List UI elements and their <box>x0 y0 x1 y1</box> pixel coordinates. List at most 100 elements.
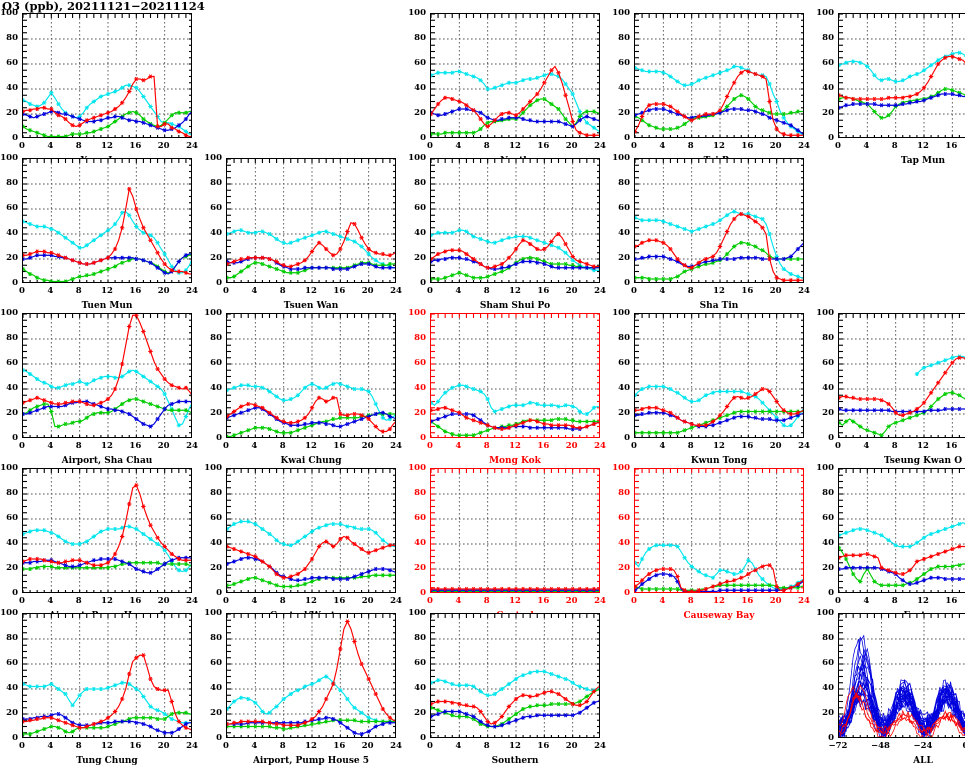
x-tick-label: 0 <box>631 286 637 296</box>
series-cyan <box>635 384 803 428</box>
x-tick-label: 16 <box>537 141 550 151</box>
y-tick-label: 60 <box>414 513 426 523</box>
series-cyan <box>227 519 395 548</box>
x-tick-label: 8 <box>687 441 694 451</box>
x-tick-label: 16 <box>537 286 550 296</box>
y-tick-label: 40 <box>618 538 630 548</box>
y-tick-label: 20 <box>6 708 18 718</box>
series-blue <box>839 565 965 587</box>
x-tick-label: 8 <box>279 596 286 606</box>
y-tick-label: 100 <box>0 608 18 618</box>
series-green <box>839 545 965 588</box>
series-cyan <box>23 83 191 136</box>
series-cyan <box>635 64 803 136</box>
y-tick-label: 0 <box>420 433 426 443</box>
y-tick-label: 60 <box>210 358 222 368</box>
y-tick-label: 80 <box>6 178 18 188</box>
y-tick-label: 80 <box>414 333 426 343</box>
x-tick-label: 24 <box>390 741 402 751</box>
x-tick-label: 24 <box>186 141 198 151</box>
x-tick-label: 8 <box>75 286 82 296</box>
x-tick-label: 8 <box>279 741 286 751</box>
x-tick-label: 16 <box>741 286 754 296</box>
y-tick-label: 40 <box>210 383 222 393</box>
y-tick-label: 60 <box>822 658 834 668</box>
y-tick-label: 60 <box>414 658 426 668</box>
x-tick-label: 12 <box>101 441 113 451</box>
x-tick-label: 20 <box>565 741 578 751</box>
plot-svg <box>23 14 191 137</box>
x-tick-label: 4 <box>47 286 54 296</box>
x-tick-label: 16 <box>129 441 142 451</box>
y-tick-label: 80 <box>210 488 222 498</box>
y-tick-label: 20 <box>210 408 222 418</box>
plot-panel-central-western: 02040608010004812162024Central/Western <box>204 463 402 627</box>
x-tick-label: 4 <box>455 741 462 751</box>
x-tick-label: 12 <box>713 286 725 296</box>
x-tick-label: 4 <box>659 141 666 151</box>
y-tick-label: 40 <box>6 538 18 548</box>
y-tick-label: 0 <box>420 278 426 288</box>
x-tick-label: 12 <box>509 141 521 151</box>
y-tick-label: 20 <box>6 563 18 573</box>
x-tick-label: 0 <box>427 441 433 451</box>
x-tick-label: 12 <box>101 141 113 151</box>
x-tick-label: 24 <box>390 441 402 451</box>
y-tick-label: 80 <box>6 633 18 643</box>
panel-title: ALL <box>913 756 933 766</box>
plot-area <box>22 13 192 138</box>
y-tick-label: 100 <box>204 308 222 318</box>
y-tick-label: 100 <box>816 308 834 318</box>
x-tick-label: 0 <box>19 141 25 151</box>
plot-svg <box>635 314 803 437</box>
x-tick-label: 20 <box>361 596 374 606</box>
x-tick-label: 4 <box>251 286 258 296</box>
plot-panel-central: 02040608010004812162024Central <box>408 463 606 627</box>
plot-area <box>634 158 804 283</box>
y-tick-label: 100 <box>612 8 630 18</box>
plot-panel-southern: 0 20 40 60 80 100 0 4 8 12 16 20 24 Southern <box>408 608 606 772</box>
y-tick-label: 80 <box>414 33 426 43</box>
y-tick-label: 60 <box>618 513 630 523</box>
plot-panel-tseung-kwan-o: 02040608010004812162024Tseung Kwan O <box>816 308 965 472</box>
x-tick-label: 24 <box>594 286 606 296</box>
x-tick-label: 8 <box>279 441 286 451</box>
x-tick-label: 16 <box>333 741 346 751</box>
y-tick-label: 100 <box>0 8 18 18</box>
x-tick-label: 12 <box>917 596 929 606</box>
y-tick-label: 0 <box>12 733 18 743</box>
series-cyan <box>635 209 803 280</box>
plot-area <box>22 613 192 738</box>
y-tick-label: 20 <box>6 108 18 118</box>
plot-svg <box>635 14 803 137</box>
x-tick-label: 8 <box>483 596 490 606</box>
plot-area <box>226 468 396 593</box>
series-green <box>227 573 395 589</box>
series-red <box>431 231 599 270</box>
x-tick-label: 0 <box>223 441 229 451</box>
x-tick-label: 20 <box>157 141 170 151</box>
x-tick-label: 0 <box>427 141 433 151</box>
series-green <box>227 411 395 437</box>
x-tick-label: 0 <box>631 596 637 606</box>
plot-area <box>430 313 600 438</box>
plot-svg <box>839 469 965 592</box>
series-red <box>839 54 965 102</box>
panel-title: Sham Shui Po <box>479 301 551 311</box>
y-tick-label: 60 <box>414 358 426 368</box>
plot-area <box>226 158 396 283</box>
x-tick-label: 4 <box>47 441 54 451</box>
y-tick-label: 40 <box>6 383 18 393</box>
y-tick-label: 40 <box>6 683 18 693</box>
x-tick-label: 20 <box>565 286 578 296</box>
x-tick-label: 16 <box>741 441 754 451</box>
x-tick-label: 0 <box>835 141 841 151</box>
x-tick-label: 8 <box>483 741 490 751</box>
x-tick-label: 4 <box>47 741 54 751</box>
plot-svg <box>23 614 191 737</box>
y-tick-label: 40 <box>618 83 630 93</box>
y-tick-label: 60 <box>210 203 222 213</box>
series-blue <box>431 699 599 729</box>
plot-panel-causeway-bay: 0 20 40 60 80 100 0 4 8 12 16 20 24 Causeway Bay <box>612 463 810 627</box>
